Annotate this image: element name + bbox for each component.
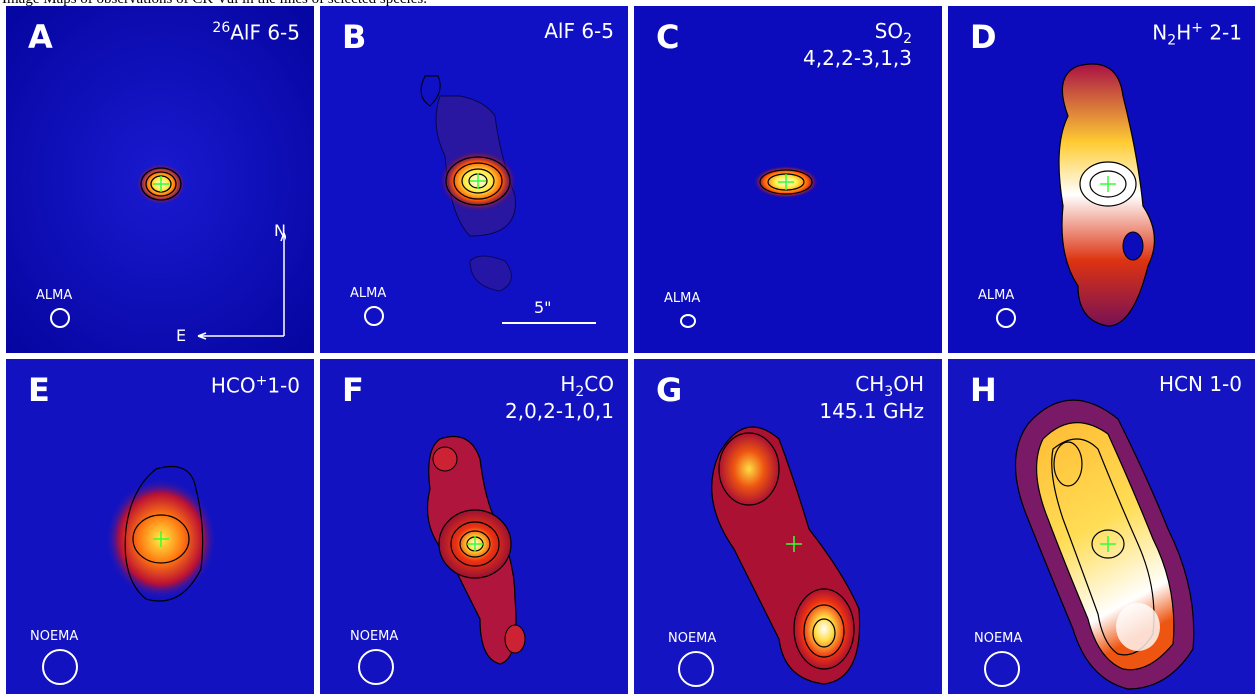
panel-c: C SO2 4,2,2-3,1,3 ALMA bbox=[634, 6, 942, 353]
beam-circle bbox=[364, 306, 384, 326]
panel-f: F H2CO 2,0,2-1,0,1 NOEMA bbox=[320, 359, 628, 694]
panel-letter: G bbox=[656, 371, 683, 409]
scale-label: 5" bbox=[534, 298, 552, 317]
figure-caption: Image Maps of observations of CK Vul in … bbox=[2, 0, 427, 8]
species-label: H2CO 2,0,2-1,0,1 bbox=[505, 372, 614, 424]
beam-circle bbox=[42, 649, 78, 685]
species-label: HCO+1-0 bbox=[210, 373, 300, 398]
panel-d: D N2H+ 2-1 ALMA bbox=[948, 6, 1255, 353]
panel-letter: D bbox=[970, 18, 997, 56]
beam-circle bbox=[50, 308, 70, 328]
compass-north: N bbox=[274, 221, 286, 240]
beam-circle bbox=[996, 308, 1016, 328]
panel-e: E HCO+1-0 NOEMA bbox=[6, 359, 314, 694]
telescope-label: ALMA bbox=[36, 288, 73, 303]
panel-letter: H bbox=[970, 371, 997, 409]
compass-arrows bbox=[197, 232, 286, 340]
panel-grid: A 26AlF 6-5 ALMA N E B AlF 6-5 bbox=[6, 6, 1255, 694]
panel-d-map bbox=[948, 6, 1255, 353]
panel-letter: C bbox=[656, 18, 680, 56]
telescope-label: ALMA bbox=[350, 286, 387, 301]
panel-g-map bbox=[634, 359, 942, 694]
panel-b-map bbox=[320, 6, 628, 353]
species-label: SO2 4,2,2-3,1,3 bbox=[803, 19, 912, 71]
panel-b: B AlF 6-5 ALMA 5" bbox=[320, 6, 628, 353]
panel-c-map bbox=[634, 6, 942, 353]
panel-h: H HCN 1-0 NOEMA bbox=[948, 359, 1255, 694]
beam-circle bbox=[678, 651, 714, 687]
panel-letter: F bbox=[342, 371, 364, 409]
beam-circle bbox=[358, 649, 394, 685]
panel-letter: E bbox=[28, 371, 50, 409]
telescope-label: NOEMA bbox=[974, 631, 1023, 646]
telescope-label: ALMA bbox=[664, 291, 701, 306]
species-label: 26AlF 6-5 bbox=[212, 20, 300, 45]
panel-a: A 26AlF 6-5 ALMA N E bbox=[6, 6, 314, 353]
telescope-label: ALMA bbox=[978, 288, 1015, 303]
telescope-label: NOEMA bbox=[30, 629, 79, 644]
species-label: CH3OH 145.1 GHz bbox=[819, 372, 924, 424]
panel-h-map bbox=[948, 359, 1255, 694]
compass-east: E bbox=[176, 326, 187, 345]
panel-e-map bbox=[6, 359, 314, 694]
panel-letter: B bbox=[342, 18, 367, 56]
panel-g: G CH3OH 145.1 GHz NOEMA bbox=[634, 359, 942, 694]
panel-a-map bbox=[6, 6, 314, 353]
telescope-label: NOEMA bbox=[350, 629, 399, 644]
beam-circle bbox=[680, 314, 696, 328]
panel-f-map bbox=[320, 359, 628, 694]
species-label: HCN 1-0 bbox=[1159, 372, 1242, 396]
telescope-label: NOEMA bbox=[668, 631, 717, 646]
scale-bar bbox=[502, 322, 596, 324]
panel-letter: A bbox=[28, 18, 53, 56]
species-label: N2H+ 2-1 bbox=[1152, 20, 1242, 49]
species-label: AlF 6-5 bbox=[544, 19, 614, 43]
beam-circle bbox=[984, 651, 1020, 687]
